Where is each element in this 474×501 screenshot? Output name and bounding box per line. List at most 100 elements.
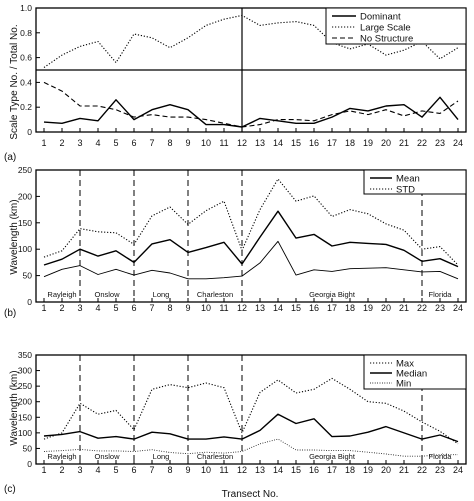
panel-c-ytick-label: 150 <box>18 412 32 422</box>
panel-b-xtick-label: 15 <box>291 303 301 313</box>
panel-a-legend-label: Large Scale <box>360 23 411 34</box>
panel-b-xtick-label: 8 <box>167 303 172 313</box>
panel-a-xtick-label: 10 <box>201 138 211 148</box>
panel-c-xtick-label: 5 <box>113 465 118 475</box>
panel-a-xtick-label: 9 <box>185 138 190 148</box>
panel-a-xtick-label: 5 <box>113 138 118 148</box>
panel-b-region-label: Florida <box>429 290 453 299</box>
panel-c-legend-label: Median <box>396 369 427 380</box>
panel-c-xtick-label: 13 <box>255 465 265 475</box>
panel-c-region-label: Charleston <box>197 452 233 461</box>
panel-a-xtick-label: 7 <box>149 138 154 148</box>
panel-b-series-unnamed-line <box>43 240 459 280</box>
panel-a-xtick-label: 6 <box>131 138 136 148</box>
panel-c-xtick-label: 14 <box>273 465 283 475</box>
panel-c-xtick-label: 21 <box>399 465 409 475</box>
panel-b-frame <box>35 169 467 303</box>
panel-b-ytick-label: 250 <box>18 165 32 175</box>
panel-c-series-max-line <box>43 377 459 445</box>
panel-c-xtick-label: 16 <box>309 465 319 475</box>
panel-c-frame <box>35 354 467 465</box>
panel-a-xtick-label: 1 <box>41 138 46 148</box>
panel-a-label: (a) <box>4 152 16 163</box>
panel-b-xtick-label: 9 <box>185 303 190 313</box>
panel-c-ytick-label: 350 <box>18 350 32 360</box>
panel-c-xtick-label: 8 <box>167 465 172 475</box>
panel-b-region-label: Long <box>153 290 170 299</box>
panel-c-xtick-label: 23 <box>435 465 445 475</box>
panel-b-legend-label: STD <box>396 185 415 196</box>
panel-a-ytick-label: 0.4 <box>20 77 32 87</box>
panel-b-xtick-label: 16 <box>309 303 319 313</box>
panel-a-xtick-label: 19 <box>363 138 373 148</box>
panel-b-xtick-label: 18 <box>345 303 355 313</box>
panel-b-region-label: Georgia Bight <box>309 290 356 299</box>
panel-b-ytick-label: 50 <box>23 271 33 281</box>
panel-c-xtick-label: 11 <box>219 465 228 475</box>
panel-b-region-label: Rayleigh <box>47 290 76 299</box>
panel-a-xtick-label: 15 <box>291 138 301 148</box>
panel-a-series-large-scale-line <box>43 14 459 68</box>
panel-b-series-mean-line <box>43 210 459 268</box>
panel-c-ytick-label: 300 <box>18 366 32 376</box>
panel-c-xtick-label: 18 <box>345 465 355 475</box>
panel-c-xtick-label: 19 <box>363 465 373 475</box>
panel-a-xtick-label: 3 <box>77 138 82 148</box>
panel-a-xtick-label: 14 <box>273 138 283 148</box>
panel-c-ytick-label: 0 <box>27 459 32 469</box>
panel-a-xtick-label: 23 <box>435 138 445 148</box>
panel-b-label: (b) <box>4 308 16 319</box>
panel-a-xtick-label: 18 <box>345 138 355 148</box>
panel-a-xtick-label: 12 <box>237 138 247 148</box>
panel-c-xtick-label: 10 <box>201 465 211 475</box>
panel-c-region-label: Georgia Bight <box>309 452 356 461</box>
panel-c-legend-label: Max <box>396 359 414 370</box>
panel-a-xtick-label: 20 <box>381 138 391 148</box>
panel-a-xtick-label: 11 <box>219 138 228 148</box>
panel-b-ytick-label: 200 <box>18 191 32 201</box>
panel-a-xtick-label: 4 <box>95 138 100 148</box>
panel-b-xtick-label: 5 <box>113 303 118 313</box>
panel-c-legend <box>363 354 467 390</box>
panel-c-label: (c) <box>4 484 16 495</box>
panel-c-xtick-label: 15 <box>291 465 301 475</box>
panel-b-xtick-label: 4 <box>95 303 100 313</box>
panel-b-xtick-label: 1 <box>41 303 46 313</box>
panel-a-ytick-label: 0 <box>27 127 32 137</box>
panel-a-series-dominant-line <box>43 96 459 128</box>
panel-c-region-label: Onslow <box>94 452 120 461</box>
panel-b-xtick-label: 12 <box>237 303 247 313</box>
panel-a-xtick-label: 24 <box>453 138 463 148</box>
panel-b-xtick-label: 11 <box>219 303 228 313</box>
panel-b-region-label: Onslow <box>94 290 120 299</box>
panel-a-legend-label: Dominant <box>360 12 401 23</box>
panel-c-xtick-label: 4 <box>95 465 100 475</box>
panel-c-xtick-label: 17 <box>327 465 337 475</box>
panel-b-xtick-label: 3 <box>77 303 82 313</box>
panel-a-ytick-label: 0.2 <box>20 102 32 112</box>
panel-c-ytick-label: 50 <box>23 443 33 453</box>
panel-a-xtick-label: 22 <box>417 138 427 148</box>
panel-c-xtick-label: 7 <box>149 465 154 475</box>
panel-c-xtick-label: 2 <box>59 465 64 475</box>
panel-b-xtick-label: 19 <box>363 303 373 313</box>
panel-a-ylabel: Scale Type No. / Total No. <box>9 24 20 139</box>
panel-c-xtick-label: 1 <box>41 465 46 475</box>
panel-b-ytick-label: 0 <box>27 297 32 307</box>
panel-b-ytick-label: 100 <box>18 244 32 254</box>
panel-b-xtick-label: 23 <box>435 303 445 313</box>
panel-a-xtick-label: 17 <box>327 138 337 148</box>
panel-a-series-no-structure-line <box>43 81 459 128</box>
panel-c-ytick-label: 250 <box>18 381 32 391</box>
panel-a-ytick-label: 1.0 <box>20 3 32 13</box>
panel-a-xtick-label: 21 <box>399 138 409 148</box>
panel-a-ytick-label: 0.6 <box>20 53 32 63</box>
panel-a-xtick-label: 13 <box>255 138 265 148</box>
panel-b-xtick-label: 14 <box>273 303 283 313</box>
panel-b-xtick-label: 24 <box>453 303 463 313</box>
panel-c-xtick-label: 20 <box>381 465 391 475</box>
panel-a-legend-label: No Structure <box>360 34 413 45</box>
panel-b-legend <box>363 169 467 195</box>
panel-b-xtick-label: 2 <box>59 303 64 313</box>
